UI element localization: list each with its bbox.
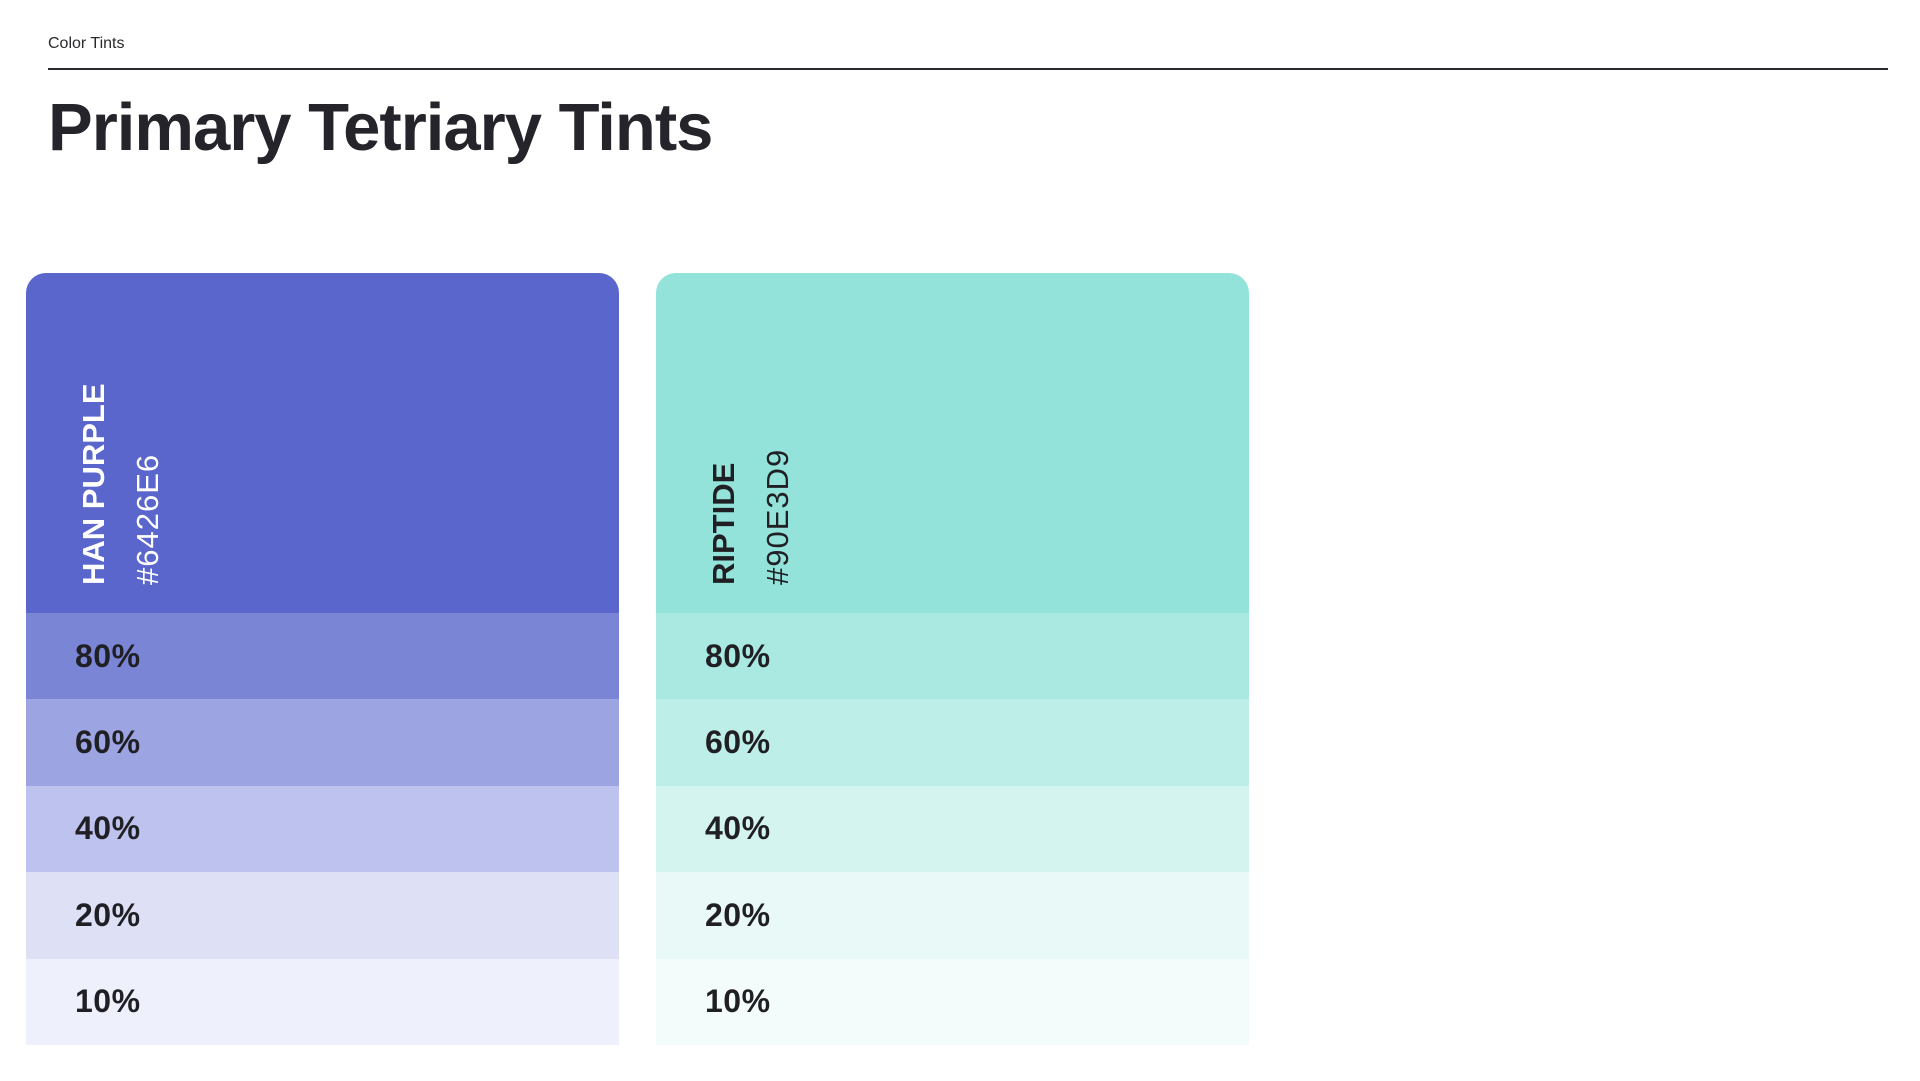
- tint-row-60: 60%: [26, 699, 619, 786]
- tint-row-20: 20%: [26, 872, 619, 959]
- section-label: Color Tints: [48, 35, 125, 52]
- header-bar: Color Tints: [48, 34, 1888, 70]
- tint-label: 80%: [75, 637, 141, 674]
- tint-label: 10%: [75, 983, 141, 1020]
- tint-label: 60%: [705, 724, 771, 761]
- page-title: Primary Tetriary Tints: [48, 90, 713, 165]
- tint-row-80: 80%: [26, 613, 619, 700]
- tint-label: 10%: [705, 983, 771, 1020]
- swatch-name: RIPTIDE: [706, 462, 741, 585]
- tint-row-40: 40%: [656, 785, 1249, 873]
- swatch-label-group: HAN PURPLE #6426E6: [74, 325, 165, 585]
- tint-row-20: 20%: [656, 872, 1249, 959]
- tint-label: 60%: [75, 724, 141, 761]
- tint-label: 40%: [75, 810, 141, 847]
- tint-row-10: 10%: [26, 958, 619, 1045]
- swatch-card-riptide: RIPTIDE #90E3D9 80% 60% 40% 20% 10%: [656, 273, 1249, 1045]
- swatch-hex: #6426E6: [130, 453, 165, 585]
- swatch-hex: #90E3D9: [760, 448, 795, 585]
- tint-row-10: 10%: [656, 958, 1249, 1045]
- tint-label: 40%: [705, 810, 771, 847]
- swatch-name: HAN PURPLE: [76, 383, 111, 585]
- tint-label: 20%: [75, 896, 141, 933]
- swatch-card-han-purple: HAN PURPLE #6426E6 80% 60% 40% 20% 10%: [26, 273, 619, 1045]
- swatch-label-group: RIPTIDE #90E3D9: [704, 325, 795, 585]
- tint-label: 80%: [705, 637, 771, 674]
- tint-row-40: 40%: [26, 785, 619, 873]
- tint-row-60: 60%: [656, 699, 1249, 786]
- tint-row-80: 80%: [656, 613, 1249, 700]
- swatch-main-color: HAN PURPLE #6426E6: [26, 273, 619, 613]
- swatch-main-color: RIPTIDE #90E3D9: [656, 273, 1249, 613]
- tint-label: 20%: [705, 896, 771, 933]
